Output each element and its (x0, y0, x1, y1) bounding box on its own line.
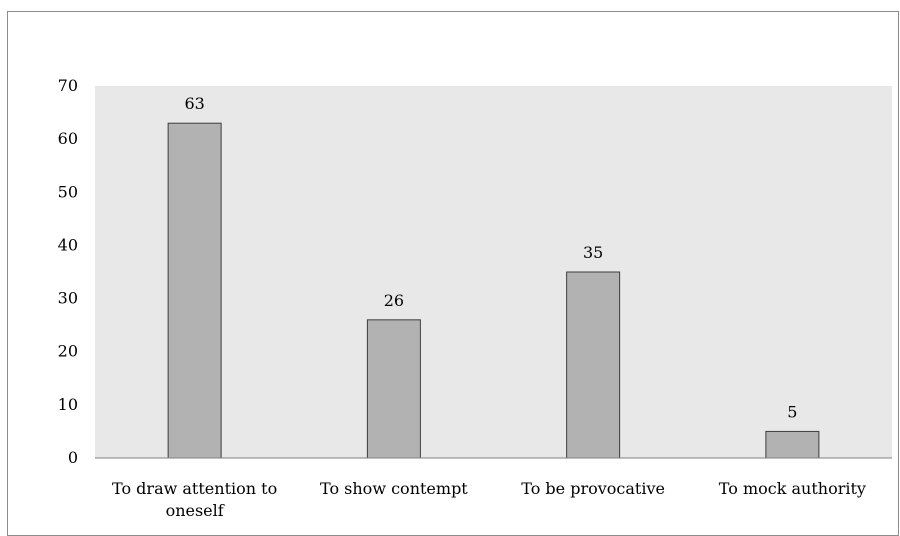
data-label: 26 (384, 291, 404, 310)
y-tick-label: 70 (58, 76, 78, 95)
x-category-label: To draw attention to (112, 479, 277, 498)
bar (566, 271, 621, 459)
x-category-label: To show contempt (320, 479, 468, 498)
y-tick-label: 50 (58, 182, 78, 201)
data-label: 5 (787, 402, 797, 421)
data-label: 35 (583, 243, 603, 262)
x-category-label: To mock authority (719, 479, 866, 498)
y-tick-label: 0 (68, 448, 78, 467)
y-tick-label: 20 (58, 342, 78, 361)
y-tick-label: 30 (58, 289, 78, 308)
bar (765, 430, 820, 459)
data-label: 63 (184, 94, 204, 113)
y-tick-label: 10 (58, 395, 78, 414)
x-category-label: oneself (166, 501, 225, 520)
y-tick-label: 60 (58, 129, 78, 148)
x-category-label: To be provocative (521, 479, 665, 498)
bar (167, 122, 222, 459)
y-tick-label: 40 (58, 235, 78, 254)
plot-area (95, 86, 892, 458)
bar (366, 319, 421, 459)
